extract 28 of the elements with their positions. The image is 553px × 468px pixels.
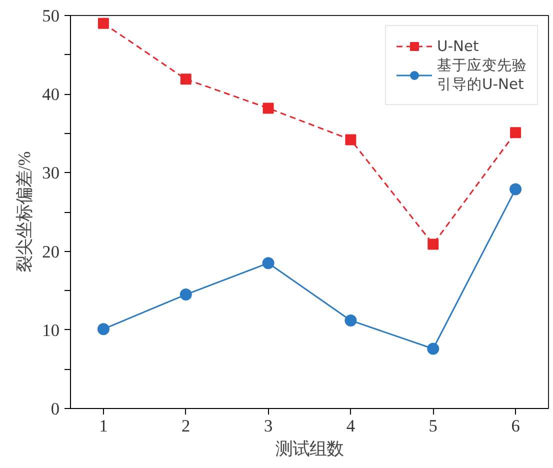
x-tick-label: 2 xyxy=(182,416,190,436)
y-axis-title: 裂尖坐标偏差/% xyxy=(15,151,34,273)
point xyxy=(345,134,356,146)
legend-label: U-Net xyxy=(437,38,479,54)
point xyxy=(427,342,440,355)
x-tick-label: 6 xyxy=(511,416,520,436)
point xyxy=(98,18,109,29)
point xyxy=(97,323,110,336)
y-tick-label: 40 xyxy=(42,85,60,104)
x-tick-label: 1 xyxy=(99,416,108,436)
y-tick-label: 0 xyxy=(50,400,60,418)
point xyxy=(180,74,192,85)
y-tick-label: 10 xyxy=(42,320,60,340)
point xyxy=(510,183,522,196)
x-tick-label: 3 xyxy=(264,416,273,436)
point xyxy=(180,288,192,301)
legend-label: 基于应变先验引导的U-Net xyxy=(437,56,527,94)
point xyxy=(428,238,439,250)
y-tick-label: 20 xyxy=(42,242,60,262)
x-tick-label: 4 xyxy=(346,416,356,436)
point xyxy=(262,257,274,270)
x-axis-title: 测试组数 xyxy=(276,440,344,458)
x-tick-label: 5 xyxy=(428,416,438,436)
y-tick-label: 50 xyxy=(42,6,60,26)
point xyxy=(510,127,522,138)
point xyxy=(344,314,357,326)
y-tick-label: 30 xyxy=(42,164,60,183)
point xyxy=(262,102,274,114)
